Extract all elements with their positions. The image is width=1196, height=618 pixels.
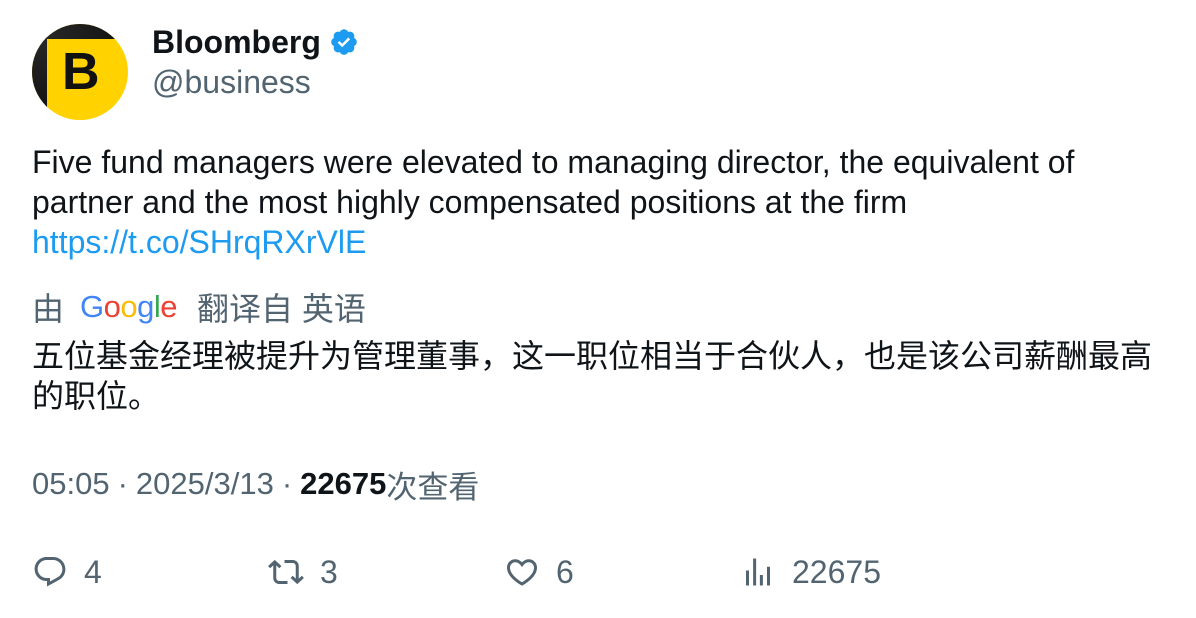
- tweet-time[interactable]: 05:05: [32, 466, 110, 501]
- views-button[interactable]: 22675: [740, 551, 881, 593]
- tweet-text: Five fund managers were elevated to mana…: [32, 144, 1075, 220]
- action-bar: 4 3 6 22675: [32, 551, 1172, 593]
- like-button[interactable]: 6: [504, 551, 574, 593]
- retweet-button[interactable]: 3: [268, 551, 338, 593]
- translation-attribution: 由 Google 翻译自 英语: [32, 287, 366, 327]
- retweet-count: 3: [320, 553, 338, 590]
- avatar-frame-left: [32, 24, 47, 120]
- translation-by-label: 由: [32, 291, 65, 327]
- avatar-letter: B: [62, 43, 100, 101]
- tweet-date[interactable]: 2025/3/13: [135, 466, 274, 501]
- heart-icon: [506, 559, 538, 586]
- author-name-row: Bloomberg: [152, 22, 359, 62]
- views-count: 22675: [792, 553, 881, 590]
- reply-icon: [34, 557, 66, 587]
- retweet-icon: [268, 559, 304, 585]
- like-count: 6: [556, 553, 574, 590]
- author-name[interactable]: Bloomberg: [152, 23, 321, 60]
- tweet-body: Five fund managers were elevated to mana…: [32, 142, 1162, 262]
- meta-separator: ·: [117, 466, 128, 501]
- translated-text: 五位基金经理被提升为管理董事，这一职位相当于合伙人，也是该公司薪酬最高的职位。: [32, 338, 1153, 414]
- avatar[interactable]: B: [32, 24, 128, 120]
- reply-button[interactable]: 4: [32, 551, 102, 593]
- reply-count: 4: [84, 553, 102, 590]
- avatar-frame-top: [32, 24, 128, 39]
- views-label: 次查看: [386, 469, 480, 505]
- tweet-meta: 05:05 · 2025/3/13 · 22675 次查看: [32, 464, 480, 505]
- view-count: 22675: [300, 466, 387, 501]
- bar-chart-icon: [746, 558, 770, 586]
- verified-badge-icon[interactable]: [329, 27, 359, 57]
- meta-separator-2: ·: [281, 466, 293, 501]
- google-logo: Google: [80, 289, 178, 324]
- author-handle[interactable]: @business: [152, 64, 311, 100]
- tweet-link[interactable]: https://t.co/SHrqRXrVlE: [32, 224, 367, 260]
- translated-from-label[interactable]: 翻译自 英语: [197, 291, 366, 327]
